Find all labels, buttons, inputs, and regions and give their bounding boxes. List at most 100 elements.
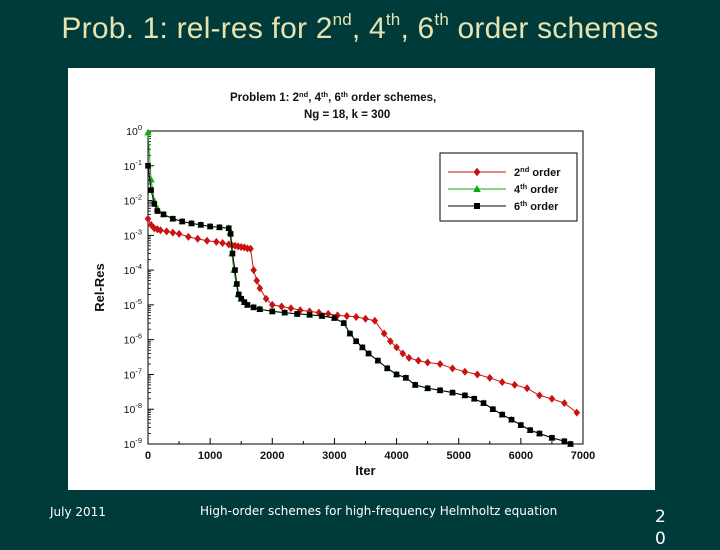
data-point — [486, 373, 494, 382]
data-point — [371, 316, 379, 325]
data-point — [198, 222, 204, 228]
data-point — [523, 384, 531, 393]
data-point — [424, 385, 431, 392]
data-point — [169, 228, 177, 237]
data-point — [244, 244, 251, 253]
x-tick-label: 3000 — [322, 450, 346, 462]
slide-title-part: , 4 — [351, 12, 386, 45]
data-point — [269, 308, 276, 315]
y-tick-label: 10-4 — [124, 262, 142, 277]
legend-marker — [473, 185, 481, 192]
data-point — [194, 234, 202, 243]
data-point — [229, 250, 236, 257]
slide-number: 20 — [655, 507, 666, 549]
data-point — [144, 128, 152, 136]
data-point — [257, 306, 263, 313]
data-point — [353, 338, 359, 345]
chart-axes: 0 1000 2000 3000 4000 5000 6000 7000 Iter 100 10-1… — [92, 123, 595, 478]
chart-title-line2: Ng = 18, k = 300 — [304, 109, 390, 121]
data-point — [247, 244, 254, 253]
data-point — [461, 367, 469, 376]
slide-title-part: order schemes — [449, 12, 659, 45]
data-point — [527, 427, 533, 433]
data-point — [331, 315, 338, 321]
data-point — [278, 302, 285, 311]
slide-title-part: , 6 — [400, 12, 435, 45]
data-point — [154, 208, 161, 214]
data-point — [548, 394, 556, 403]
x-tick-label: 7000 — [571, 450, 595, 462]
data-point — [437, 387, 443, 394]
data-point — [241, 243, 248, 252]
data-point — [185, 232, 192, 241]
data-point — [340, 320, 347, 326]
data-point — [352, 312, 360, 321]
data-point — [281, 309, 288, 316]
data-point — [234, 281, 240, 287]
data-point — [170, 215, 176, 222]
figure-panel: Problem 1: 2nd, 4th, 6th order schemes, N… — [68, 68, 655, 490]
data-point — [498, 378, 506, 387]
data-point — [262, 294, 270, 303]
chart-legend: 2nd order 4th order 6th order — [439, 152, 578, 222]
data-point — [294, 311, 300, 317]
data-point — [319, 313, 325, 319]
data-point — [480, 400, 487, 406]
data-point — [462, 392, 468, 399]
chart-title-line1: Problem 1: 2nd, 4th, 6th order schemes, — [230, 90, 436, 104]
footer-presentation-title: High-order schemes for high-frequency He… — [200, 504, 558, 518]
slide-title-superscript: th — [434, 10, 449, 29]
y-tick-label: 10-1 — [124, 158, 142, 173]
x-tick-label: 2000 — [260, 450, 284, 462]
data-point — [549, 435, 555, 441]
data-point — [449, 389, 456, 396]
footer-date: July 2011 — [50, 505, 106, 519]
residual-chart: Problem 1: 2nd, 4th, 6th order schemes, N… — [92, 90, 595, 478]
data-point — [499, 411, 506, 418]
y-tick-label: 10-9 — [124, 436, 142, 451]
data-point — [324, 309, 332, 318]
data-point — [175, 229, 183, 238]
data-point — [235, 291, 242, 298]
series-2 — [145, 162, 574, 447]
legend-box — [439, 152, 578, 222]
data-point — [359, 344, 366, 351]
data-point — [343, 311, 351, 320]
data-point — [362, 314, 369, 323]
data-point — [268, 300, 276, 309]
legend-marker — [474, 203, 480, 209]
x-tick-label: 4000 — [384, 450, 408, 462]
data-point — [436, 359, 444, 368]
x-tick-label: 0 — [145, 450, 151, 462]
data-point — [219, 239, 226, 248]
data-point — [573, 408, 581, 417]
data-point — [490, 406, 496, 413]
data-point — [365, 350, 372, 357]
x-tick-label: 5000 — [446, 450, 470, 462]
y-tick-label: 10-5 — [124, 297, 142, 312]
data-point — [213, 237, 220, 246]
data-point — [393, 343, 400, 352]
series-layer — [144, 128, 581, 447]
legend-label: 6th order — [514, 199, 559, 213]
data-point — [424, 358, 431, 367]
data-point — [567, 441, 574, 447]
data-point — [144, 214, 152, 223]
series-0 — [144, 214, 581, 417]
data-point — [449, 364, 456, 373]
data-point — [561, 438, 568, 445]
data-point — [403, 375, 409, 381]
x-tick-label: 6000 — [509, 450, 533, 462]
data-point — [151, 201, 158, 207]
chart-title: Problem 1: 2nd, 4th, 6th order schemes, N… — [230, 90, 436, 121]
data-point — [250, 266, 257, 275]
y-axis-label: Rel-Res — [92, 263, 107, 311]
data-point — [508, 416, 515, 423]
data-point — [405, 353, 413, 362]
data-point — [306, 311, 313, 318]
y-tick-label: 10-2 — [124, 193, 142, 208]
data-point — [375, 357, 381, 364]
slide-title: Prob. 1: rel-res for 2nd, 4th, 6th order… — [0, 10, 720, 46]
y-tick-label: 10-6 — [124, 332, 142, 347]
data-point — [471, 395, 478, 402]
